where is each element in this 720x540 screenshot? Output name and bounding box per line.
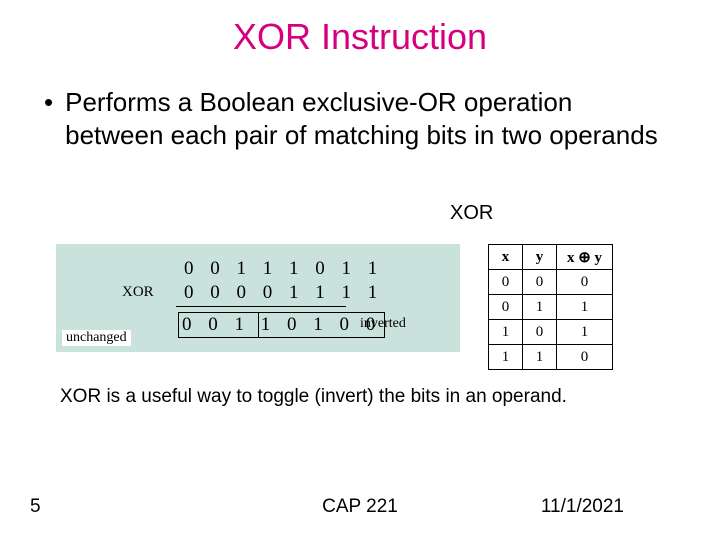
truth-cell: 0: [489, 295, 523, 320]
table-row: 1 1 0: [489, 345, 613, 370]
bitwise-result-divider: [258, 312, 259, 338]
truth-header-x: x: [489, 245, 523, 270]
bullet-text: Performs a Boolean exclusive-OR operatio…: [65, 86, 676, 152]
truth-cell: 0: [489, 270, 523, 295]
truth-cell: 1: [557, 295, 613, 320]
bitwise-diagram: XOR 0 0 1 1 1 0 1 1 0 0 0 0 1 1 1 1 0 0 …: [56, 244, 460, 352]
bitwise-op-label: XOR: [122, 284, 154, 301]
truth-cell: 0: [557, 345, 613, 370]
table-row: 0 1 1: [489, 295, 613, 320]
bullet-item: • Performs a Boolean exclusive-OR operat…: [44, 86, 676, 152]
footer: 5 CAP 221 11/1/2021: [0, 496, 720, 520]
table-row: 0 0 0: [489, 270, 613, 295]
truth-cell: 1: [489, 320, 523, 345]
bitwise-unchanged-label: unchanged: [62, 330, 131, 346]
bitwise-operand-2: 0 0 0 0 1 1 1 1: [184, 282, 383, 304]
bitwise-operand-1: 0 0 1 1 1 0 1 1: [184, 258, 383, 280]
truth-header-y: y: [523, 245, 557, 270]
truth-cell: 0: [523, 270, 557, 295]
table-row: 1 0 1: [489, 320, 613, 345]
footer-date: 11/1/2021: [541, 496, 624, 518]
truth-table-header-row: x y x ⊕ y: [489, 245, 613, 270]
truth-cell: 0: [557, 270, 613, 295]
truth-cell: 1: [557, 320, 613, 345]
truth-cell: 1: [489, 345, 523, 370]
bitwise-rule-line: [176, 306, 346, 307]
truth-header-result: x ⊕ y: [557, 245, 613, 270]
bullet-block: • Performs a Boolean exclusive-OR operat…: [44, 86, 676, 152]
note-text: XOR is a useful way to toggle (invert) t…: [60, 386, 567, 408]
bitwise-inverted-label: inverted: [360, 316, 406, 332]
bullet-dot-icon: •: [44, 86, 53, 119]
diagram-row: XOR 0 0 1 1 1 0 1 1 0 0 0 0 1 1 1 1 0 0 …: [56, 244, 684, 370]
bitwise-result: 0 0 1 1 0 1 0 0: [178, 312, 385, 338]
truth-cell: 1: [523, 345, 557, 370]
truth-table: x y x ⊕ y 0 0 0 0 1 1 1 0 1 1: [488, 244, 613, 370]
page-title: XOR Instruction: [0, 0, 720, 58]
xor-mini-label: XOR: [450, 202, 493, 225]
truth-cell: 1: [523, 295, 557, 320]
truth-cell: 0: [523, 320, 557, 345]
